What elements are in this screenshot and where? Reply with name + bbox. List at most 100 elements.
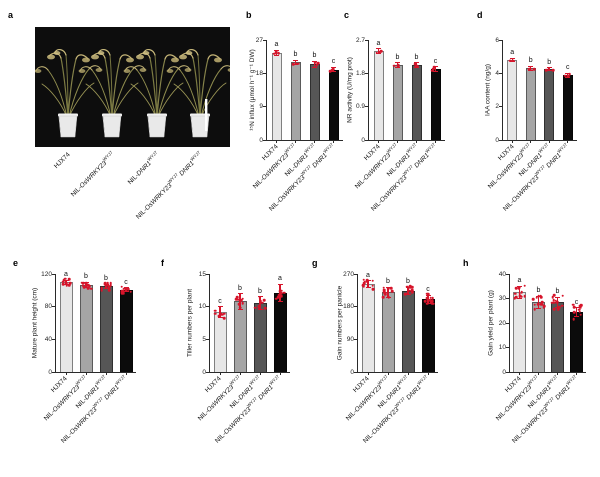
significance-letter: b [536,287,541,295]
error-bar-cap [83,287,89,289]
x-tick [125,372,127,375]
bar [570,311,583,372]
data-point [523,295,527,298]
data-point [533,303,536,306]
plot-area: 0 0.9 1.8 2.7 a b b c [356,37,445,144]
y-tick-label: 10 [198,303,206,311]
data-point [82,286,86,289]
data-point [537,294,540,297]
x-tick [295,140,296,143]
data-point [386,287,390,291]
y-axis-label: ¹⁵N influx (μmol h⁻¹ g⁻¹ DW) [249,49,256,131]
data-point [556,300,560,303]
data-point [280,294,283,298]
bar [59,282,73,372]
data-point [213,309,217,312]
y-tick-label: 0.9 [355,103,365,111]
y-tick-label: 0 [48,368,52,376]
bar [271,52,282,140]
data-point [572,305,576,309]
significance-letter: a [278,275,282,283]
bar [373,51,384,140]
data-point [87,287,90,290]
data-point [379,49,383,53]
error-bar [377,48,380,54]
data-point [413,62,417,66]
data-point [542,305,546,308]
y-tick-label: 30 [498,295,506,302]
y-tick-label: 270 [343,270,354,278]
x-tick [576,372,577,375]
error-bar [279,284,281,302]
y-tick [263,39,267,41]
data-point [279,289,283,293]
data-point [362,278,366,281]
data-point [572,310,576,314]
y-tick [499,72,503,74]
data-point [64,277,67,281]
y-tick-label: 180 [343,303,354,311]
y-tick-label: 27 [255,36,263,44]
y-tick-label: 18 [255,69,263,77]
data-point [520,295,523,298]
error-bar-cap [331,71,336,73]
error-bar-cap [385,286,391,288]
data-point [428,299,432,302]
data-point [556,308,560,311]
data-point [571,303,575,306]
significance-letter: c [566,64,570,71]
data-point [508,59,512,63]
y-tick [365,106,369,108]
x-tick [276,140,277,143]
panel-letter-b: b [246,10,252,20]
bar [309,64,320,140]
data-point [274,297,278,301]
x-tick [314,140,315,143]
data-point [223,312,226,315]
data-point [362,284,366,288]
y-axis-label: Mature plant height (cm) [31,287,39,359]
data-point [523,284,527,287]
significance-letter: b [386,278,390,286]
data-point [65,281,69,285]
data-point [561,294,565,298]
x-tick [85,372,87,375]
x-tick [387,372,389,375]
data-point [89,287,93,290]
error-bar [125,287,127,292]
error-bar [239,293,241,310]
y-tick [52,371,56,373]
bar [290,62,301,140]
panel-letter-c: c [344,10,350,20]
significance-letter: b [84,273,88,281]
bar [233,301,247,372]
x-category-label: NIL-DNR1WYJ7 [126,149,159,187]
x-tick [567,140,569,143]
significance-letter: b [406,278,410,286]
data-point [67,278,71,281]
error-bar-cap [376,53,381,55]
data-point [578,310,582,314]
x-tick [407,372,409,375]
rice-plants-photo [33,27,235,147]
data-point [518,292,522,296]
data-point [375,51,378,55]
data-point [62,282,65,286]
bar [430,68,441,140]
data-point [579,313,582,316]
error-bar-cap [565,72,571,74]
data-point [277,51,280,55]
data-point [222,316,226,320]
error-bar-cap [365,287,371,289]
data-point [68,281,72,285]
data-point [547,67,550,71]
x-tick [239,372,241,375]
data-point [431,296,434,300]
data-point [371,287,375,291]
error-bar-cap [546,67,552,68]
y-tick-label: 0 [502,368,506,376]
y-tick-label: 9 [259,103,263,111]
data-point [431,67,435,71]
significance-letter: a [510,49,515,57]
x-tick [435,140,436,143]
